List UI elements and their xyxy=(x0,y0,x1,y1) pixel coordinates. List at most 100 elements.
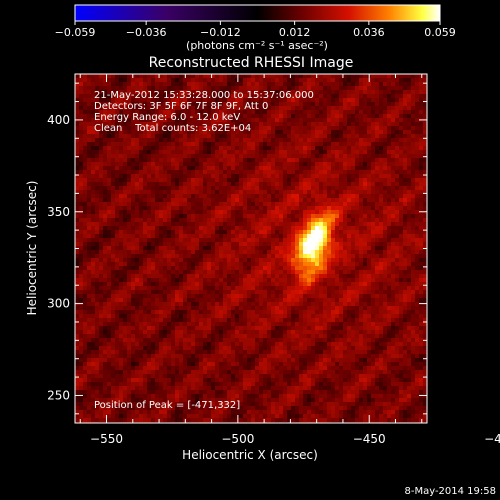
heatmap-cell xyxy=(247,170,251,174)
heatmap-cell xyxy=(387,146,391,150)
heatmap-cell xyxy=(95,258,99,262)
heatmap-cell xyxy=(215,122,219,126)
heatmap-cell xyxy=(291,118,295,122)
heatmap-cell xyxy=(87,90,91,94)
heatmap-cell xyxy=(363,138,367,142)
heatmap-cell xyxy=(179,114,183,118)
heatmap-cell xyxy=(87,258,91,262)
heatmap-cell xyxy=(263,250,267,254)
heatmap-cell xyxy=(143,298,147,302)
heatmap-cell xyxy=(415,182,419,186)
heatmap-cell xyxy=(327,194,331,198)
heatmap-cell xyxy=(111,210,115,214)
heatmap-cell xyxy=(75,194,79,198)
heatmap-cell xyxy=(83,282,87,286)
heatmap-cell xyxy=(335,86,339,90)
heatmap-cell xyxy=(423,166,427,170)
heatmap-cell xyxy=(115,162,119,166)
heatmap-cell xyxy=(107,262,111,266)
heatmap-cell xyxy=(279,250,283,254)
heatmap-cell xyxy=(231,122,235,126)
heatmap-cell xyxy=(335,166,339,170)
heatmap-cell xyxy=(243,298,247,302)
heatmap-cell xyxy=(163,158,167,162)
heatmap-cell xyxy=(311,126,315,130)
heatmap-cell xyxy=(295,126,299,130)
heatmap-cell xyxy=(239,82,243,86)
heatmap-cell xyxy=(139,226,143,230)
heatmap-cell xyxy=(339,270,343,274)
heatmap-cell xyxy=(207,262,211,266)
heatmap-cell xyxy=(167,158,171,162)
heatmap-cell xyxy=(327,266,331,270)
heatmap-cell xyxy=(275,114,279,118)
heatmap-cell xyxy=(187,158,191,162)
heatmap-cell xyxy=(99,222,103,226)
heatmap-cell xyxy=(275,190,279,194)
heatmap-cell xyxy=(391,210,395,214)
heatmap-cell xyxy=(267,110,271,114)
heatmap-cell xyxy=(295,154,299,158)
heatmap-cell xyxy=(135,174,139,178)
heatmap-cell xyxy=(79,294,83,298)
heatmap-cell xyxy=(99,218,103,222)
heatmap-cell xyxy=(231,270,235,274)
heatmap-cell xyxy=(363,210,367,214)
heatmap-cell xyxy=(395,190,399,194)
heatmap-cell xyxy=(243,170,247,174)
heatmap-cell xyxy=(227,214,231,218)
heatmap-cell xyxy=(187,234,191,238)
heatmap-cell xyxy=(115,98,119,102)
heatmap-cell xyxy=(411,178,415,182)
heatmap-cell xyxy=(335,138,339,142)
heatmap-cell xyxy=(267,274,271,278)
heatmap-cell xyxy=(407,74,411,78)
heatmap-cell xyxy=(123,250,127,254)
heatmap-cell xyxy=(79,270,83,274)
heatmap-cell xyxy=(255,222,259,226)
heatmap-cell xyxy=(91,98,95,102)
heatmap-cell xyxy=(147,146,151,150)
heatmap-cell xyxy=(419,182,423,186)
heatmap-cell xyxy=(183,90,187,94)
heatmap-cell xyxy=(163,150,167,154)
heatmap-cell xyxy=(343,178,347,182)
heatmap-cell xyxy=(271,134,275,138)
heatmap-cell xyxy=(359,178,363,182)
heatmap-cell xyxy=(367,242,371,246)
heatmap-cell xyxy=(147,162,151,166)
heatmap-cell xyxy=(103,170,107,174)
heatmap-cell xyxy=(335,238,339,242)
heatmap-cell xyxy=(367,86,371,90)
heatmap-cell xyxy=(239,278,243,282)
heatmap-cell xyxy=(267,298,271,302)
heatmap-cell xyxy=(347,250,351,254)
heatmap-cell xyxy=(99,106,103,110)
heatmap-cell xyxy=(267,118,271,122)
heatmap-cell xyxy=(419,270,423,274)
heatmap-cell xyxy=(355,114,359,118)
heatmap-cell xyxy=(139,274,143,278)
heatmap-cell xyxy=(251,182,255,186)
heatmap-cell xyxy=(371,194,375,198)
heatmap-cell xyxy=(335,210,339,214)
heatmap-cell xyxy=(395,126,399,130)
heatmap-cell xyxy=(339,266,343,270)
heatmap-cell xyxy=(139,254,143,258)
heatmap-cell xyxy=(195,298,199,302)
heatmap-cell xyxy=(95,262,99,266)
heatmap-cell xyxy=(115,190,119,194)
heatmap-cell xyxy=(227,206,231,210)
heatmap-cell xyxy=(343,206,347,210)
heatmap-cell xyxy=(159,118,163,122)
heatmap-cell xyxy=(123,210,127,214)
heatmap-cell xyxy=(367,198,371,202)
heatmap-cell xyxy=(415,78,419,82)
heatmap-cell xyxy=(335,266,339,270)
heatmap-cell xyxy=(203,254,207,258)
heatmap-cell xyxy=(183,178,187,182)
heatmap-cell xyxy=(175,194,179,198)
heatmap-cell xyxy=(91,186,95,190)
heatmap-cell xyxy=(203,262,207,266)
heatmap-cell xyxy=(95,266,99,270)
